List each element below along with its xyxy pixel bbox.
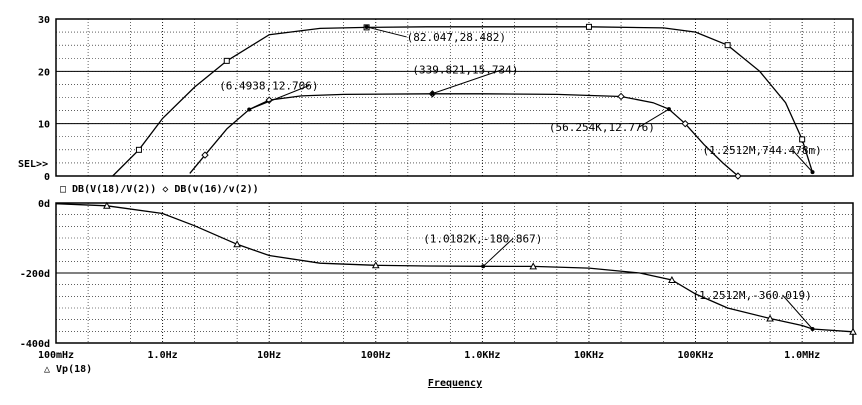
bottom-y-ticks: 0d -200d -400d	[20, 199, 50, 350]
series-marker	[371, 261, 380, 269]
annotation-label: (82.047,28.482)	[407, 31, 506, 44]
annotation-label: (1.2512M,-360.019)	[693, 289, 812, 302]
cursor-label: SEL>>	[18, 159, 48, 170]
series-marker	[799, 136, 806, 143]
annotation-label: (1.0182K,-180.867)	[423, 232, 542, 245]
series-marker	[849, 327, 857, 335]
annotation-leader	[249, 85, 310, 110]
x-tick-label: 100KHz	[677, 350, 713, 361]
y-tick-label: 10	[38, 120, 50, 131]
annotation-label: (1.2512M,744.478m)	[703, 144, 822, 157]
annotation-leader	[366, 26, 407, 38]
top-annotations: (82.047,28.482) (1.2512M,744.478m) (6.4938…	[219, 24, 822, 175]
top-plot: 0 10 20 30 (82.047,28.482) (1.2512M,744.478m…	[18, 15, 854, 195]
x-ticks: 100mHz 1.0Hz 10Hz 100Hz 1.0KHz 10KHz 100KHz 1.0…	[38, 350, 820, 361]
annotation-leader	[638, 108, 670, 128]
y-tick-label: -200d	[20, 269, 50, 280]
x-tick-label: 10Hz	[257, 350, 281, 361]
series-marker	[223, 57, 230, 64]
series-marker	[103, 201, 111, 209]
top-y-ticks: 0 10 20 30	[38, 15, 50, 183]
series-marker	[734, 172, 742, 180]
x-tick-label: 100mHz	[38, 350, 74, 361]
bottom-plot: 0d-200d-400d 100mHz 1.0Hz 10Hz 100Hz 1.0KHz 1…	[20, 199, 857, 389]
series-marker	[233, 240, 241, 248]
top-grid	[56, 19, 853, 176]
series-marker	[585, 23, 592, 30]
series-marker	[681, 119, 689, 128]
series-marker	[766, 314, 774, 322]
series-marker	[135, 146, 142, 153]
series-line-0	[55, 203, 854, 333]
x-tick-label: 1.0MHz	[784, 350, 820, 361]
series-marker	[201, 151, 209, 159]
annotation-point	[666, 107, 671, 112]
annotation-label: (6.4938,12.706)	[219, 80, 318, 93]
x-tick-label: 1.0Hz	[148, 350, 178, 361]
annotation-leader	[792, 149, 813, 173]
annotation-point	[481, 264, 486, 269]
x-tick-label: 10KHz	[574, 350, 604, 361]
annotation-point	[247, 107, 252, 112]
series-marker	[724, 42, 731, 49]
annotation-leader	[782, 294, 813, 330]
annotation-point	[810, 170, 815, 175]
series-marker	[529, 262, 538, 270]
annotation-label: (56.254K,12.776)	[549, 121, 655, 134]
bottom-series	[55, 201, 857, 335]
series-marker	[668, 275, 676, 283]
series-line-0	[112, 26, 814, 177]
annotation-point	[430, 91, 435, 96]
annotation-leader	[482, 237, 514, 267]
x-axis-label: Frequency	[428, 378, 482, 389]
y-tick-label: 30	[38, 15, 50, 26]
series-line-1	[189, 93, 739, 177]
annotation-point	[364, 24, 369, 29]
y-tick-label: 20	[38, 67, 50, 78]
x-tick-label: 100Hz	[361, 350, 391, 361]
series-marker	[617, 92, 625, 101]
top-legend: □ DB(V(18)/V(2)) ◇ DB(v(16)/v(2))	[60, 184, 259, 195]
annotation-label: (339.821,15.734)	[412, 64, 518, 77]
annotation-point	[810, 327, 815, 332]
bottom-annotations: (1.0182K,-180.867) (1.2512M,-360.019)	[423, 232, 815, 332]
top-series	[112, 23, 814, 180]
x-tick-label: 1.0KHz	[464, 350, 500, 361]
bottom-legend: △ Vp(18)	[44, 364, 92, 375]
y-tick-label: 0	[44, 172, 50, 183]
y-tick-label: 0d	[38, 199, 50, 210]
bottom-grid	[56, 203, 853, 343]
annotation-leader	[432, 69, 503, 95]
y-tick-label: -400d	[20, 339, 50, 350]
